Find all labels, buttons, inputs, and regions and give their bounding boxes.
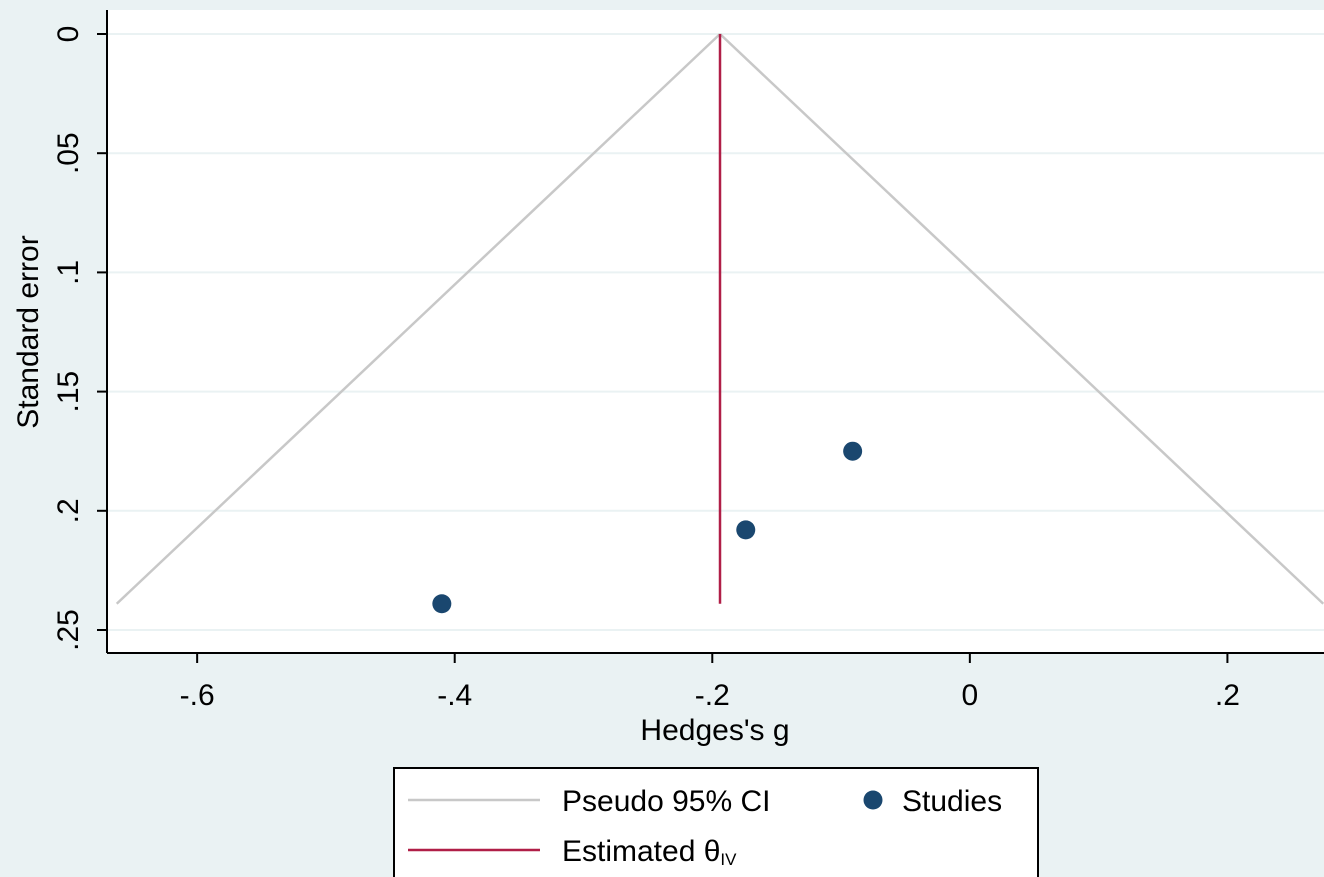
ci-line-right bbox=[719, 33, 1324, 605]
y-axis-title: Standard error bbox=[12, 235, 45, 428]
legend: Pseudo 95% CI Studies Estimated θIV bbox=[393, 767, 1039, 877]
axes bbox=[106, 10, 1324, 654]
x-axis-title: Hedges's g bbox=[640, 714, 789, 747]
x-tick-label: -.6 bbox=[180, 679, 215, 712]
legend-estimate-label: Estimated θIV bbox=[562, 835, 737, 869]
legend-box bbox=[393, 767, 1039, 877]
legend-studies-marker bbox=[863, 790, 883, 810]
legend-studies-label: Studies bbox=[902, 785, 1002, 818]
plot-area-background bbox=[107, 10, 1324, 653]
y-ticks: 0 .05 .1 .15 .2 .25 bbox=[52, 26, 107, 651]
y-tick-label: .25 bbox=[52, 609, 85, 651]
x-tick-label: .2 bbox=[1215, 679, 1240, 712]
legend-estimate-subscript: IV bbox=[720, 850, 737, 869]
study-point bbox=[843, 441, 863, 461]
y-tick-label: .1 bbox=[52, 260, 85, 285]
legend-ci-label: Pseudo 95% CI bbox=[562, 785, 770, 818]
legend-estimate-text: Estimated θ bbox=[562, 835, 720, 868]
study-point bbox=[432, 594, 452, 614]
y-tick-label: 0 bbox=[52, 26, 85, 43]
study-points bbox=[432, 441, 863, 614]
x-ticks: -.6 -.4 -.2 0 .2 bbox=[180, 653, 1240, 712]
y-tick-label: .15 bbox=[52, 371, 85, 413]
ci-line-left bbox=[115, 33, 721, 605]
x-tick-label: 0 bbox=[962, 679, 979, 712]
x-tick-label: -.2 bbox=[695, 679, 730, 712]
study-point bbox=[736, 520, 756, 540]
y-tick-label: .05 bbox=[52, 132, 85, 174]
pseudo-ci-lines bbox=[115, 33, 1324, 605]
y-tick-label: .2 bbox=[52, 498, 85, 523]
gridlines bbox=[107, 33, 1324, 631]
x-tick-label: -.4 bbox=[437, 679, 472, 712]
